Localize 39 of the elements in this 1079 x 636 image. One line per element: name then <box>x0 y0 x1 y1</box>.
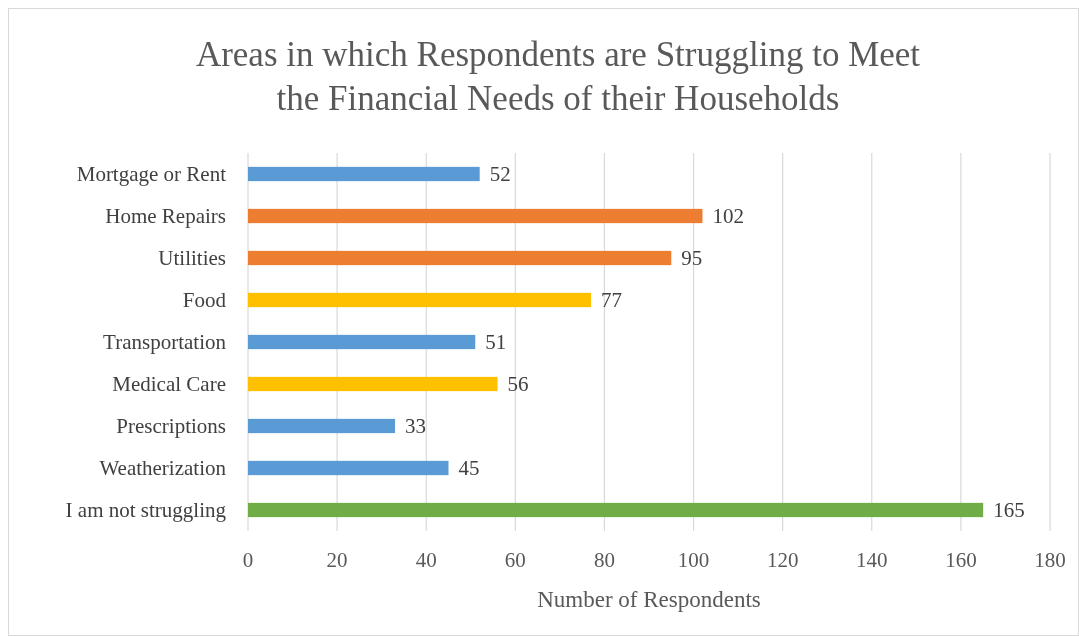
bar <box>248 250 672 266</box>
x-tick-label: 60 <box>504 548 526 572</box>
data-label: 52 <box>489 162 511 187</box>
bar <box>248 166 480 182</box>
data-label: 95 <box>681 246 703 271</box>
x-tick-label: 0 <box>242 548 254 572</box>
bar <box>248 376 498 392</box>
data-label: 45 <box>458 456 480 481</box>
data-label: 56 <box>507 372 529 397</box>
bar <box>248 502 984 518</box>
y-tick-label: Food <box>182 288 227 313</box>
data-label: 102 <box>712 204 744 229</box>
y-tick-label: Utilities <box>158 246 226 271</box>
data-label: 33 <box>405 414 427 439</box>
bar <box>248 460 449 476</box>
x-tick-label: 40 <box>415 548 437 572</box>
x-tick-label: 80 <box>593 548 615 572</box>
y-tick-label: Mortgage or Rent <box>76 162 227 187</box>
data-label: 51 <box>485 330 507 355</box>
bar <box>248 292 592 308</box>
y-tick-label: Transportation <box>103 330 227 355</box>
y-tick-label: Prescriptions <box>116 414 226 439</box>
y-tick-label: Home Repairs <box>105 204 226 229</box>
data-label: 77 <box>601 288 623 313</box>
bar <box>248 334 476 350</box>
x-tick-label: 20 <box>326 548 348 572</box>
y-tick-label: Medical Care <box>112 372 226 397</box>
x-tick-label: 100 <box>677 548 710 572</box>
bar <box>248 208 703 224</box>
y-tick-label: I am not struggling <box>65 498 227 523</box>
x-tick-label: 120 <box>766 548 799 572</box>
x-axis-title: Number of Respondents <box>537 587 761 612</box>
y-tick-label: Weatherization <box>99 456 227 481</box>
data-label: 165 <box>993 498 1025 523</box>
chart-title: Areas in which Respondents are Struggling to Meet the Financial Needs of their Households <box>195 35 921 118</box>
bar <box>248 418 396 434</box>
x-tick-label: 180 <box>1034 548 1066 572</box>
x-tick-label: 140 <box>856 548 888 572</box>
x-tick-label: 160 <box>945 548 977 572</box>
